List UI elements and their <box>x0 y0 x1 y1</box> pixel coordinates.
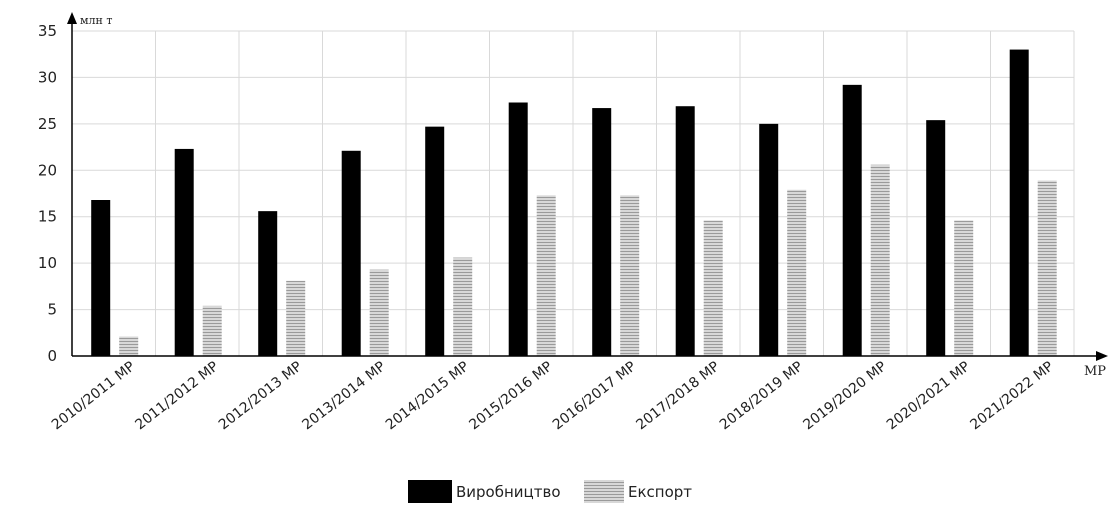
x-tick-label: 2017/2018 МР <box>633 359 722 434</box>
bar-export <box>620 195 640 356</box>
bar-export <box>119 336 139 356</box>
bar-export <box>286 280 306 356</box>
y-tick-label: 15 <box>38 208 57 226</box>
legend-label-production: Виробництво <box>456 483 561 501</box>
x-tick-label: 2010/2011 МР <box>49 359 138 434</box>
y-tick-label: 30 <box>38 68 57 86</box>
bar-export <box>453 257 473 356</box>
x-tick-label: 2018/2019 МР <box>717 359 806 434</box>
legend: Виробництво Експорт <box>408 480 692 503</box>
bar-production <box>258 211 278 356</box>
bar-production <box>1009 49 1029 356</box>
gridlines <box>72 30 1075 356</box>
y-tick-label: 25 <box>38 115 57 133</box>
bar-export <box>536 195 556 356</box>
axes: млн т МР <box>67 12 1108 379</box>
bar-export <box>202 305 222 356</box>
x-tick-label: 2011/2012 МР <box>132 359 221 434</box>
x-tick-label: 2016/2017 МР <box>550 359 639 434</box>
bar-production <box>91 200 111 356</box>
bar-export <box>703 220 723 356</box>
x-tick-label: 2020/2021 МР <box>884 359 973 434</box>
bar-production <box>425 126 445 357</box>
bar-export <box>787 189 807 356</box>
y-tick-label: 0 <box>47 347 57 365</box>
x-tick-label: 2019/2020 МР <box>800 359 889 434</box>
x-tick-label: 2013/2014 МР <box>299 359 388 434</box>
bar-production <box>675 106 695 356</box>
bar-export <box>954 220 974 356</box>
bar-production <box>759 123 779 356</box>
legend-label-export: Експорт <box>628 483 692 501</box>
bars <box>91 49 1057 357</box>
x-tick-label: 2021/2022 МР <box>967 359 1056 434</box>
x-axis-arrow <box>1096 351 1108 361</box>
y-tick-label: 5 <box>47 301 57 319</box>
y-tick-labels: 0 5 10 15 20 25 30 35 <box>38 22 57 365</box>
y-tick-label: 20 <box>38 161 57 179</box>
bar-export <box>870 164 890 356</box>
x-tick-label: 2014/2015 МР <box>383 359 472 434</box>
bar-export <box>369 269 389 356</box>
legend-swatch-export <box>584 480 624 503</box>
y-axis-arrow <box>67 12 77 24</box>
x-tick-label: 2015/2016 МР <box>466 359 555 434</box>
bar-production <box>926 120 946 357</box>
x-axis-unit-label: МР <box>1084 364 1106 379</box>
bar-production <box>341 150 361 356</box>
y-tick-label: 10 <box>38 254 57 272</box>
y-tick-label: 35 <box>38 22 57 40</box>
bar-production <box>174 148 194 356</box>
bar-production <box>842 84 862 356</box>
bar-production <box>592 108 612 356</box>
y-axis-unit-label: млн т <box>80 14 112 27</box>
x-tick-label: 2012/2013 МР <box>216 359 305 434</box>
legend-swatch-production <box>408 480 452 503</box>
bar-export <box>1037 180 1057 356</box>
bar-production <box>508 102 528 356</box>
